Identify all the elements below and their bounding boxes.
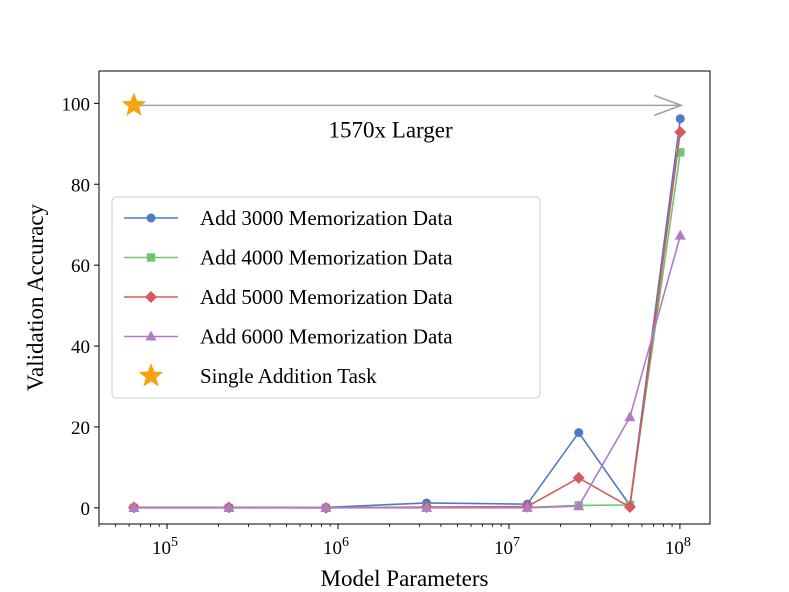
data-point (574, 428, 584, 438)
legend-label: Single Addition Task (200, 364, 377, 388)
legend-label: Add 5000 Memorization Data (200, 285, 453, 309)
legend-marker (146, 253, 156, 262)
legend-marker (145, 330, 157, 341)
y-tick-label: 60 (71, 256, 90, 277)
data-point (624, 411, 636, 422)
y-tick-label: 40 (71, 337, 90, 358)
data-point (623, 501, 636, 514)
data-point (675, 114, 685, 124)
x-tick-label: 108 (665, 535, 691, 559)
legend-entry: Add 4000 Memorization Data (124, 246, 453, 270)
data-point (223, 501, 235, 512)
y-tick-label: 0 (81, 499, 91, 520)
legend-entry: Single Addition Task (138, 363, 377, 388)
x-axis-label: Model Parameters (321, 566, 489, 591)
arrow-label: 1570x Larger (329, 117, 453, 142)
legend-entry: Add 6000 Memorization Data (124, 325, 453, 349)
data-point (128, 501, 140, 512)
x-tick-label: 107 (494, 535, 520, 559)
single-addition-star (121, 92, 147, 116)
data-point (521, 501, 533, 512)
y-tick-label: 20 (71, 418, 90, 439)
legend-entry: Add 3000 Memorization Data (124, 206, 453, 230)
data-point (674, 229, 686, 240)
y-tick-label: 80 (71, 175, 90, 196)
legend-marker (146, 213, 156, 223)
series-line (133, 235, 682, 509)
legend: Add 3000 Memorization Data Add 4000 Memor… (111, 196, 541, 399)
arrow-annotation: 1570x Larger (133, 94, 684, 142)
legend-marker (145, 291, 157, 303)
x-tick-label: 106 (323, 535, 349, 559)
legend-label: Add 6000 Memorization Data (200, 325, 453, 349)
data-point (573, 500, 585, 511)
data-point (676, 148, 685, 157)
data-point (320, 501, 332, 512)
x-tick-label: 105 (152, 535, 178, 559)
y-axis-label: Validation Accuracy (23, 203, 48, 391)
data-point (421, 501, 433, 512)
legend-entry: Add 5000 Memorization Data (124, 285, 453, 309)
legend-label: Add 3000 Memorization Data (200, 206, 453, 230)
legend-label: Add 4000 Memorization Data (200, 246, 453, 270)
legend-box (111, 196, 541, 399)
data-point (674, 126, 687, 139)
plot-frame (98, 70, 711, 525)
data-point (572, 471, 585, 484)
arrow-head (654, 94, 684, 117)
series-4 (128, 229, 686, 512)
legend-star-icon (138, 363, 164, 387)
y-tick-label: 100 (62, 94, 91, 115)
